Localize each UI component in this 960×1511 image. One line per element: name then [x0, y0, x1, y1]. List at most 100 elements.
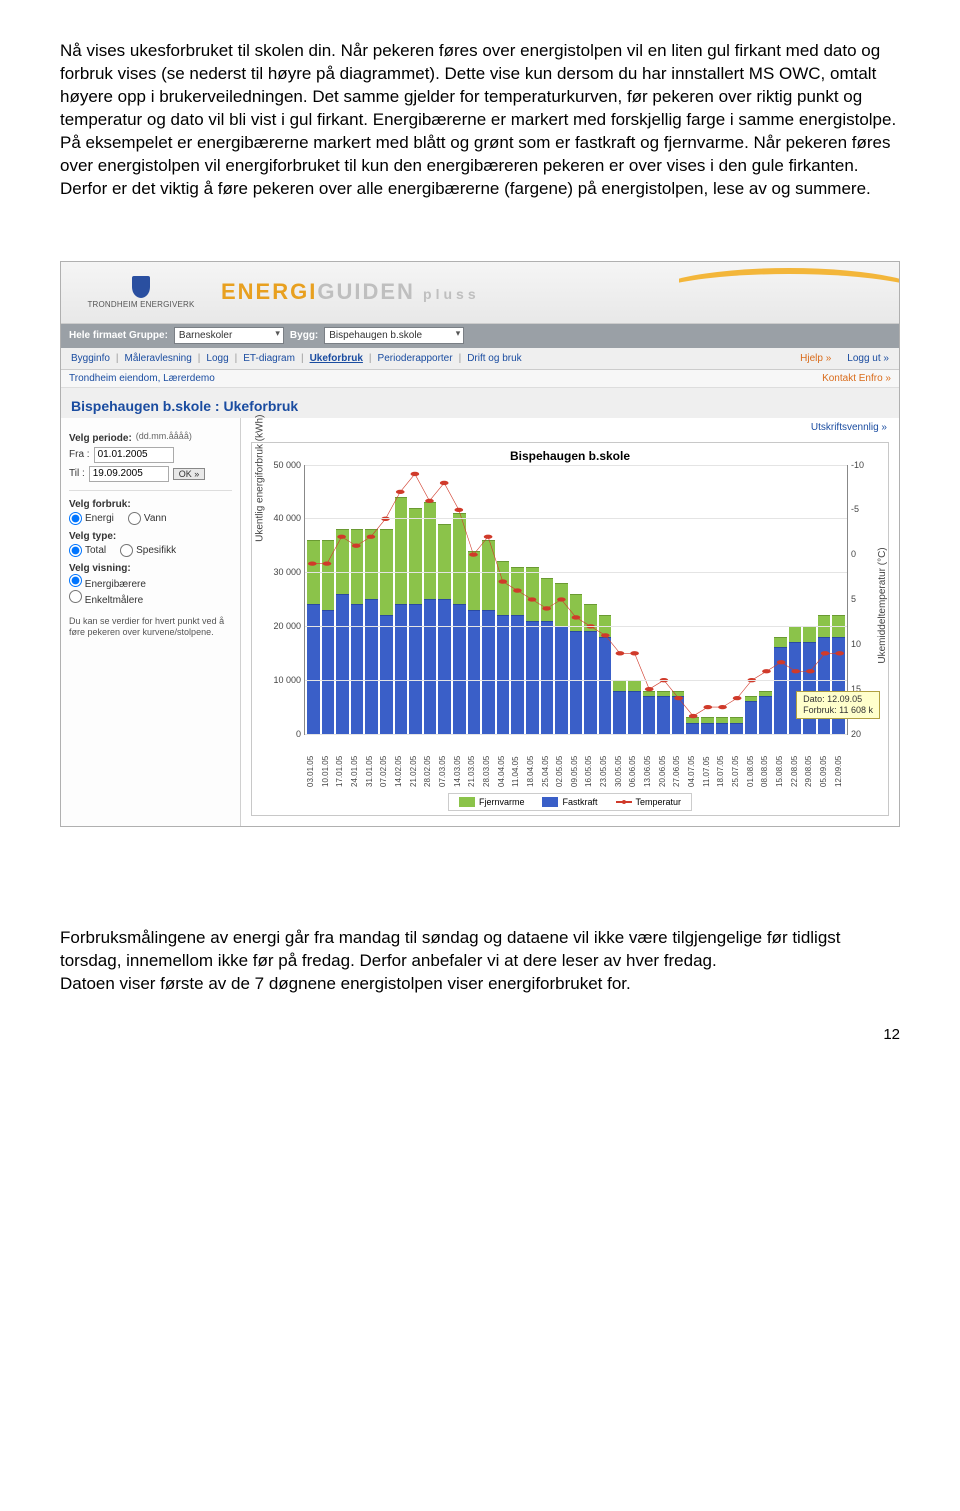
tab-m-leravlesning[interactable]: Måleravlesning: [121, 353, 196, 364]
bar-fjernvarme[interactable]: [613, 680, 626, 691]
bar-fastkraft[interactable]: [526, 621, 539, 734]
bar-fastkraft[interactable]: [643, 696, 656, 734]
print-link[interactable]: Utskriftsvennlig »: [811, 422, 887, 433]
bar-fjernvarme[interactable]: [511, 567, 524, 615]
bar-fjernvarme[interactable]: [351, 529, 364, 604]
bar-column[interactable]: [643, 465, 656, 734]
bar-fjernvarme[interactable]: [409, 508, 422, 605]
bar-fastkraft[interactable]: [599, 637, 612, 734]
bar-fastkraft[interactable]: [745, 701, 758, 733]
bar-fjernvarme[interactable]: [468, 551, 481, 610]
bar-fjernvarme[interactable]: [497, 561, 510, 615]
to-input[interactable]: [89, 466, 169, 482]
from-input[interactable]: [94, 447, 174, 463]
bar-fastkraft[interactable]: [672, 696, 685, 734]
bar-fastkraft[interactable]: [759, 696, 772, 734]
bar-fjernvarme[interactable]: [453, 513, 466, 604]
bar-fastkraft[interactable]: [657, 696, 670, 734]
bar-fastkraft[interactable]: [438, 599, 451, 734]
radio-energi[interactable]: Energi: [69, 512, 114, 525]
bar-fastkraft[interactable]: [380, 615, 393, 733]
bar-fastkraft[interactable]: [628, 691, 641, 734]
bar-fastkraft[interactable]: [468, 610, 481, 734]
bar-column[interactable]: [409, 465, 422, 734]
bar-fastkraft[interactable]: [336, 594, 349, 734]
bygg-dropdown[interactable]: [324, 327, 464, 344]
bar-column[interactable]: [322, 465, 335, 734]
bar-fastkraft[interactable]: [730, 723, 743, 734]
bygg-select[interactable]: [324, 327, 464, 344]
bar-fjernvarme[interactable]: [395, 497, 408, 605]
bar-column[interactable]: [745, 465, 758, 734]
radio-spesifikk[interactable]: Spesifikk: [120, 544, 176, 557]
bar-column[interactable]: [468, 465, 481, 734]
radio-vann[interactable]: Vann: [128, 512, 167, 525]
tab-bygginfo[interactable]: Bygginfo: [67, 353, 114, 364]
bar-column[interactable]: [336, 465, 349, 734]
bar-fastkraft[interactable]: [453, 604, 466, 733]
bar-fastkraft[interactable]: [701, 723, 714, 734]
bar-column[interactable]: [307, 465, 320, 734]
radio-energibaerere[interactable]: Energibærere: [69, 579, 146, 590]
radio-total[interactable]: Total: [69, 544, 106, 557]
bar-column[interactable]: [686, 465, 699, 734]
bar-column[interactable]: [541, 465, 554, 734]
bar-column[interactable]: [730, 465, 743, 734]
bar-column[interactable]: [584, 465, 597, 734]
bar-fastkraft[interactable]: [395, 604, 408, 733]
bar-fjernvarme[interactable]: [438, 524, 451, 599]
bar-column[interactable]: [526, 465, 539, 734]
bar-column[interactable]: [657, 465, 670, 734]
bar-fjernvarme[interactable]: [803, 626, 816, 642]
ok-button[interactable]: OK »: [173, 468, 206, 480]
bar-fastkraft[interactable]: [511, 615, 524, 733]
radio-enkeltmalere[interactable]: Enkeltmålere: [69, 595, 143, 606]
group-select[interactable]: [174, 327, 284, 344]
bar-column[interactable]: [759, 465, 772, 734]
bar-fjernvarme[interactable]: [584, 604, 597, 631]
bar-column[interactable]: [599, 465, 612, 734]
bar-fastkraft[interactable]: [307, 604, 320, 733]
logout-link[interactable]: Logg ut »: [843, 353, 893, 364]
bar-column[interactable]: [453, 465, 466, 734]
bar-fjernvarme[interactable]: [336, 529, 349, 594]
bar-column[interactable]: [701, 465, 714, 734]
bar-fastkraft[interactable]: [351, 604, 364, 733]
bar-column[interactable]: [395, 465, 408, 734]
bar-fjernvarme[interactable]: [628, 680, 641, 691]
bar-column[interactable]: [570, 465, 583, 734]
bar-fastkraft[interactable]: [541, 621, 554, 734]
bar-fjernvarme[interactable]: [482, 540, 495, 610]
bar-fjernvarme[interactable]: [526, 567, 539, 621]
bar-column[interactable]: [613, 465, 626, 734]
bar-column[interactable]: [555, 465, 568, 734]
bar-fastkraft[interactable]: [716, 723, 729, 734]
bar-fastkraft[interactable]: [613, 691, 626, 734]
bar-column[interactable]: [380, 465, 393, 734]
bar-fjernvarme[interactable]: [322, 540, 335, 610]
bar-fastkraft[interactable]: [322, 610, 335, 734]
bar-column[interactable]: [424, 465, 437, 734]
bar-column[interactable]: [497, 465, 510, 734]
contact-link[interactable]: Kontakt Enfro »: [822, 373, 891, 384]
bar-column[interactable]: [716, 465, 729, 734]
bar-column[interactable]: [365, 465, 378, 734]
bar-fastkraft[interactable]: [789, 642, 802, 733]
bar-column[interactable]: [438, 465, 451, 734]
bar-fjernvarme[interactable]: [365, 529, 378, 599]
bar-column[interactable]: [482, 465, 495, 734]
tab-perioderapporter[interactable]: Perioderapporter: [374, 353, 457, 364]
bar-fastkraft[interactable]: [803, 642, 816, 733]
bar-fastkraft[interactable]: [686, 723, 699, 734]
bar-column[interactable]: [628, 465, 641, 734]
bar-fjernvarme[interactable]: [789, 626, 802, 642]
group-dropdown[interactable]: [174, 327, 284, 344]
bar-fastkraft[interactable]: [424, 599, 437, 734]
bar-fjernvarme[interactable]: [424, 502, 437, 599]
bar-fastkraft[interactable]: [497, 615, 510, 733]
bar-fastkraft[interactable]: [570, 631, 583, 733]
bar-fjernvarme[interactable]: [555, 583, 568, 626]
bar-fastkraft[interactable]: [482, 610, 495, 734]
bar-column[interactable]: [774, 465, 787, 734]
tab-ukeforbruk[interactable]: Ukeforbruk: [306, 353, 367, 364]
